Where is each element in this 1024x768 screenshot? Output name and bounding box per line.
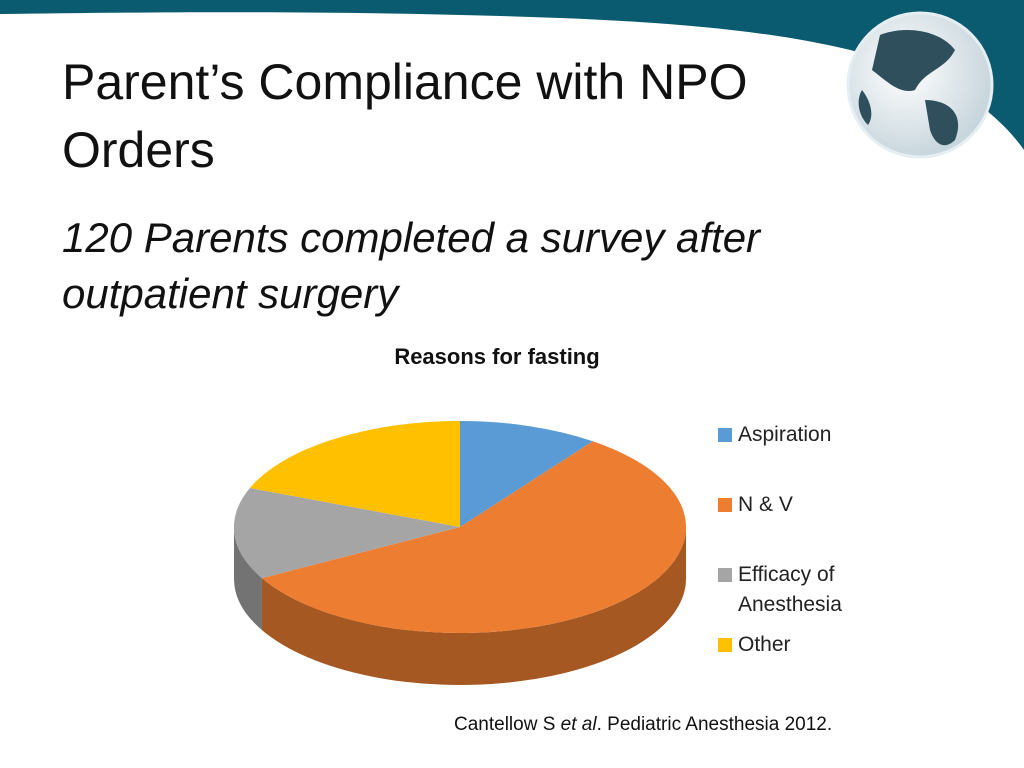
legend-label: Other bbox=[738, 633, 791, 656]
citation-text: Cantellow S bbox=[454, 714, 561, 735]
legend-item: N & V bbox=[716, 490, 793, 520]
slide-title: Parent’s Compliance with NPO Orders bbox=[62, 54, 748, 178]
legend-item: Efficacy of Anesthesia bbox=[716, 560, 886, 620]
slide-subtitle: 120 Parents completed a survey after out… bbox=[62, 214, 761, 317]
citation-italic: et al bbox=[560, 714, 597, 735]
legend-item: Aspiration bbox=[716, 420, 831, 450]
globe-land bbox=[858, 30, 959, 146]
legend-item: Other bbox=[716, 630, 791, 660]
pie-slice-top bbox=[261, 441, 686, 633]
pie-chart bbox=[234, 421, 686, 686]
chart-title: Reasons for fasting bbox=[394, 344, 600, 369]
pie-slice bbox=[261, 441, 686, 686]
pie-slice bbox=[234, 487, 460, 631]
pie-slice-top bbox=[249, 421, 460, 527]
pie-slice-top bbox=[234, 487, 460, 579]
legend-label: Aspiration bbox=[738, 423, 832, 446]
legend-swatch bbox=[718, 498, 732, 512]
pie-slice-top bbox=[460, 421, 593, 527]
pie-slice-side bbox=[261, 527, 686, 686]
citation: Cantellow S et al. Pediatric Anesthesia … bbox=[454, 714, 832, 736]
legend-swatch bbox=[718, 428, 732, 442]
citation-text: . Pediatric Anesthesia 2012. bbox=[596, 714, 833, 735]
pie-slice-side bbox=[234, 527, 262, 631]
legend-swatch bbox=[718, 568, 732, 582]
legend-label: N & V bbox=[738, 493, 793, 516]
pie-slice bbox=[460, 421, 593, 527]
pie-slice bbox=[249, 421, 460, 527]
legend-swatch bbox=[718, 638, 732, 652]
legend-label: Efficacy of Anesthesia bbox=[738, 563, 842, 616]
